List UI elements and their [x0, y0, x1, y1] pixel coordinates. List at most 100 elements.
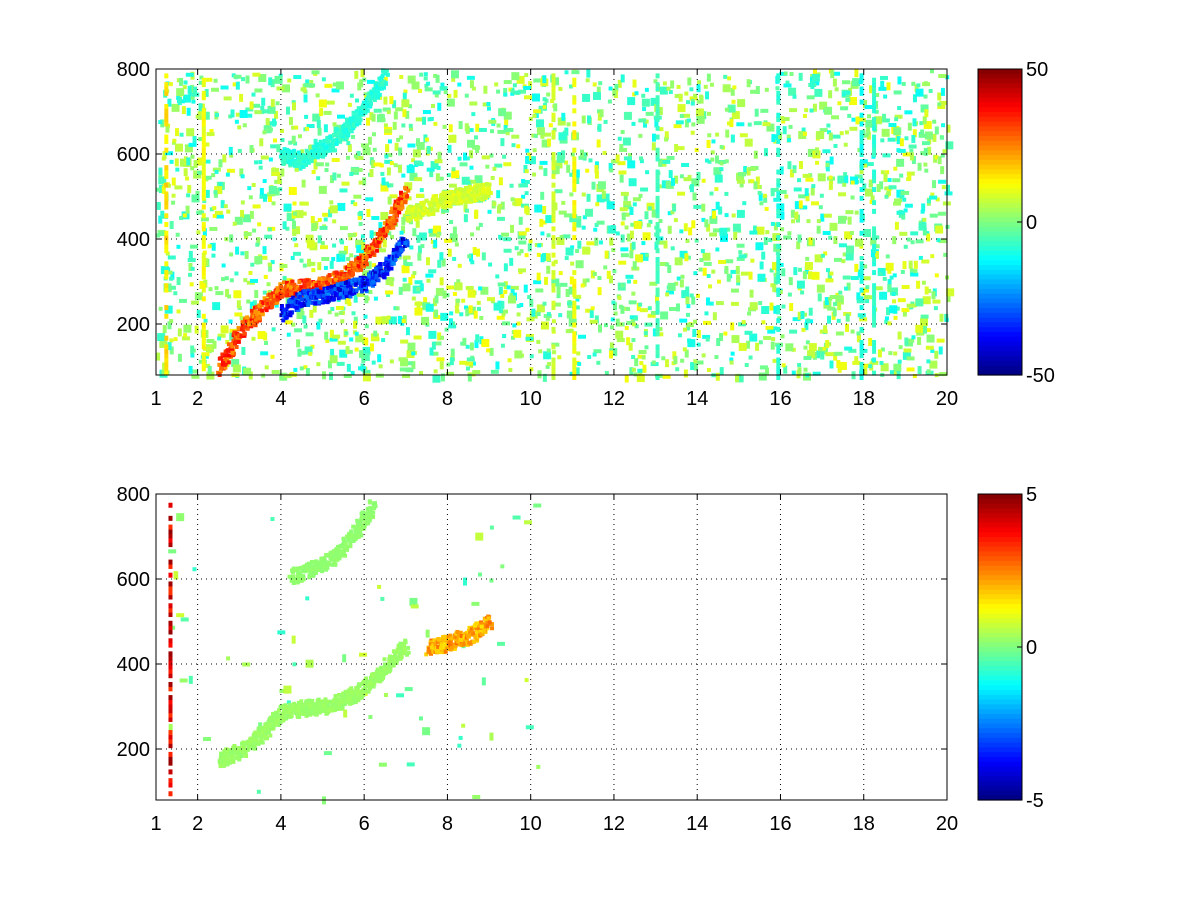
- band-cell: [370, 91, 375, 96]
- heatmap-cell: [218, 159, 223, 168]
- stripe-cell: [776, 152, 781, 158]
- colorbar-step: [978, 126, 1022, 132]
- heatmap-cell: [596, 220, 605, 225]
- stripe-cell: [655, 344, 660, 350]
- heatmap-cell: [206, 132, 215, 137]
- heatmap-cell: [329, 329, 334, 338]
- heatmap-cell: [847, 216, 852, 225]
- stripe-cell: [872, 226, 877, 232]
- heatmap-cell: [404, 182, 413, 191]
- heatmap-cell: [589, 319, 598, 324]
- heatmap-cell: [913, 260, 918, 269]
- heatmap-cell: [750, 179, 755, 184]
- heatmap-cell: [338, 310, 343, 315]
- heatmap-cell: [433, 239, 438, 248]
- band-cell: [317, 300, 322, 305]
- heatmap-cell: [175, 232, 180, 237]
- colorbar-step: [978, 183, 1022, 190]
- heatmap-cell: [806, 219, 811, 224]
- heatmap-cell: [243, 367, 252, 376]
- band-cell: [279, 313, 284, 318]
- heatmap-cell: [203, 318, 208, 323]
- heatmap-cell: [459, 162, 468, 167]
- heatmap-cell: [844, 175, 849, 184]
- heatmap-cell: [718, 259, 727, 264]
- heatmap-cell: [422, 110, 431, 115]
- heatmap-cell: [408, 277, 413, 286]
- heatmap-cell: [932, 119, 937, 124]
- heatmap-cell: [382, 107, 391, 112]
- stripe-cell: [164, 138, 169, 144]
- heatmap-cell: [556, 154, 565, 163]
- band-cell: [311, 285, 316, 290]
- band-cell: [330, 284, 335, 289]
- heatmap-cell: [524, 191, 529, 196]
- stripe-cell: [872, 200, 877, 206]
- heatmap-cell: [290, 371, 295, 376]
- stripe-cell: [201, 357, 206, 363]
- stripe-cell: [168, 559, 173, 565]
- heatmap-cell: [625, 274, 634, 279]
- band-cell: [289, 149, 294, 154]
- heatmap-cell: [331, 157, 340, 162]
- heatmap-cell: [490, 129, 495, 134]
- heatmap-cell: [659, 86, 668, 95]
- band-cell: [296, 307, 301, 312]
- heatmap-cell: [837, 175, 846, 184]
- heatmap-cell: [711, 139, 716, 144]
- band-cell: [348, 125, 353, 130]
- heatmap-cell: [481, 677, 486, 686]
- heatmap-cell: [464, 305, 469, 310]
- stripe-cell: [655, 348, 660, 354]
- heatmap-cell: [198, 103, 203, 112]
- heatmap-cell: [894, 114, 903, 119]
- band-cell: [339, 272, 344, 277]
- heatmap-cell: [542, 132, 551, 137]
- heatmap-cell: [586, 69, 591, 78]
- heatmap-cell: [594, 170, 599, 179]
- heatmap-cell: [198, 137, 203, 142]
- heatmap-cell: [397, 315, 402, 324]
- heatmap-cell: [696, 329, 701, 338]
- heatmap-cell: [188, 365, 193, 374]
- heatmap-cell: [209, 128, 214, 133]
- heatmap-cell: [323, 124, 328, 133]
- band-cell: [381, 79, 386, 84]
- heatmap-cell: [693, 362, 698, 371]
- heatmap-cell: [399, 367, 408, 372]
- stripe-cell: [859, 370, 864, 376]
- heatmap-cell: [252, 305, 257, 314]
- band-cell: [309, 149, 314, 154]
- stripe-cell: [551, 173, 556, 179]
- heatmap-cell: [243, 232, 252, 237]
- heatmap-cell: [268, 186, 277, 195]
- heatmap-cell: [179, 215, 184, 220]
- heatmap-cell: [841, 80, 850, 85]
- heatmap-cell: [935, 197, 940, 202]
- heatmap-cell: [220, 277, 225, 282]
- heatmap-cell: [651, 209, 656, 218]
- stripe-cell: [168, 791, 173, 797]
- stripe-cell: [859, 99, 864, 105]
- heatmap-cell: [401, 216, 406, 225]
- band-cell: [284, 293, 289, 298]
- heatmap-cell: [437, 259, 442, 268]
- heatmap-cell: [712, 210, 717, 219]
- heatmap-cell: [300, 87, 305, 92]
- heatmap-cell: [546, 348, 551, 353]
- heatmap-cell: [689, 96, 698, 101]
- heatmap-cell: [355, 239, 364, 248]
- heatmap-cell: [850, 276, 859, 281]
- heatmap-cell: [683, 177, 692, 182]
- heatmap-cell: [286, 213, 295, 222]
- heatmap-cell: [836, 318, 841, 323]
- heatmap-cell: [690, 362, 695, 371]
- band-cell: [387, 254, 392, 259]
- heatmap-cell: [165, 124, 170, 133]
- colorbar-step: [978, 331, 1022, 338]
- heatmap-cell: [781, 116, 790, 121]
- stripe-cell: [872, 248, 877, 254]
- heatmap-cell: [173, 291, 178, 296]
- band-cell: [326, 281, 331, 286]
- band-cell: [255, 304, 260, 309]
